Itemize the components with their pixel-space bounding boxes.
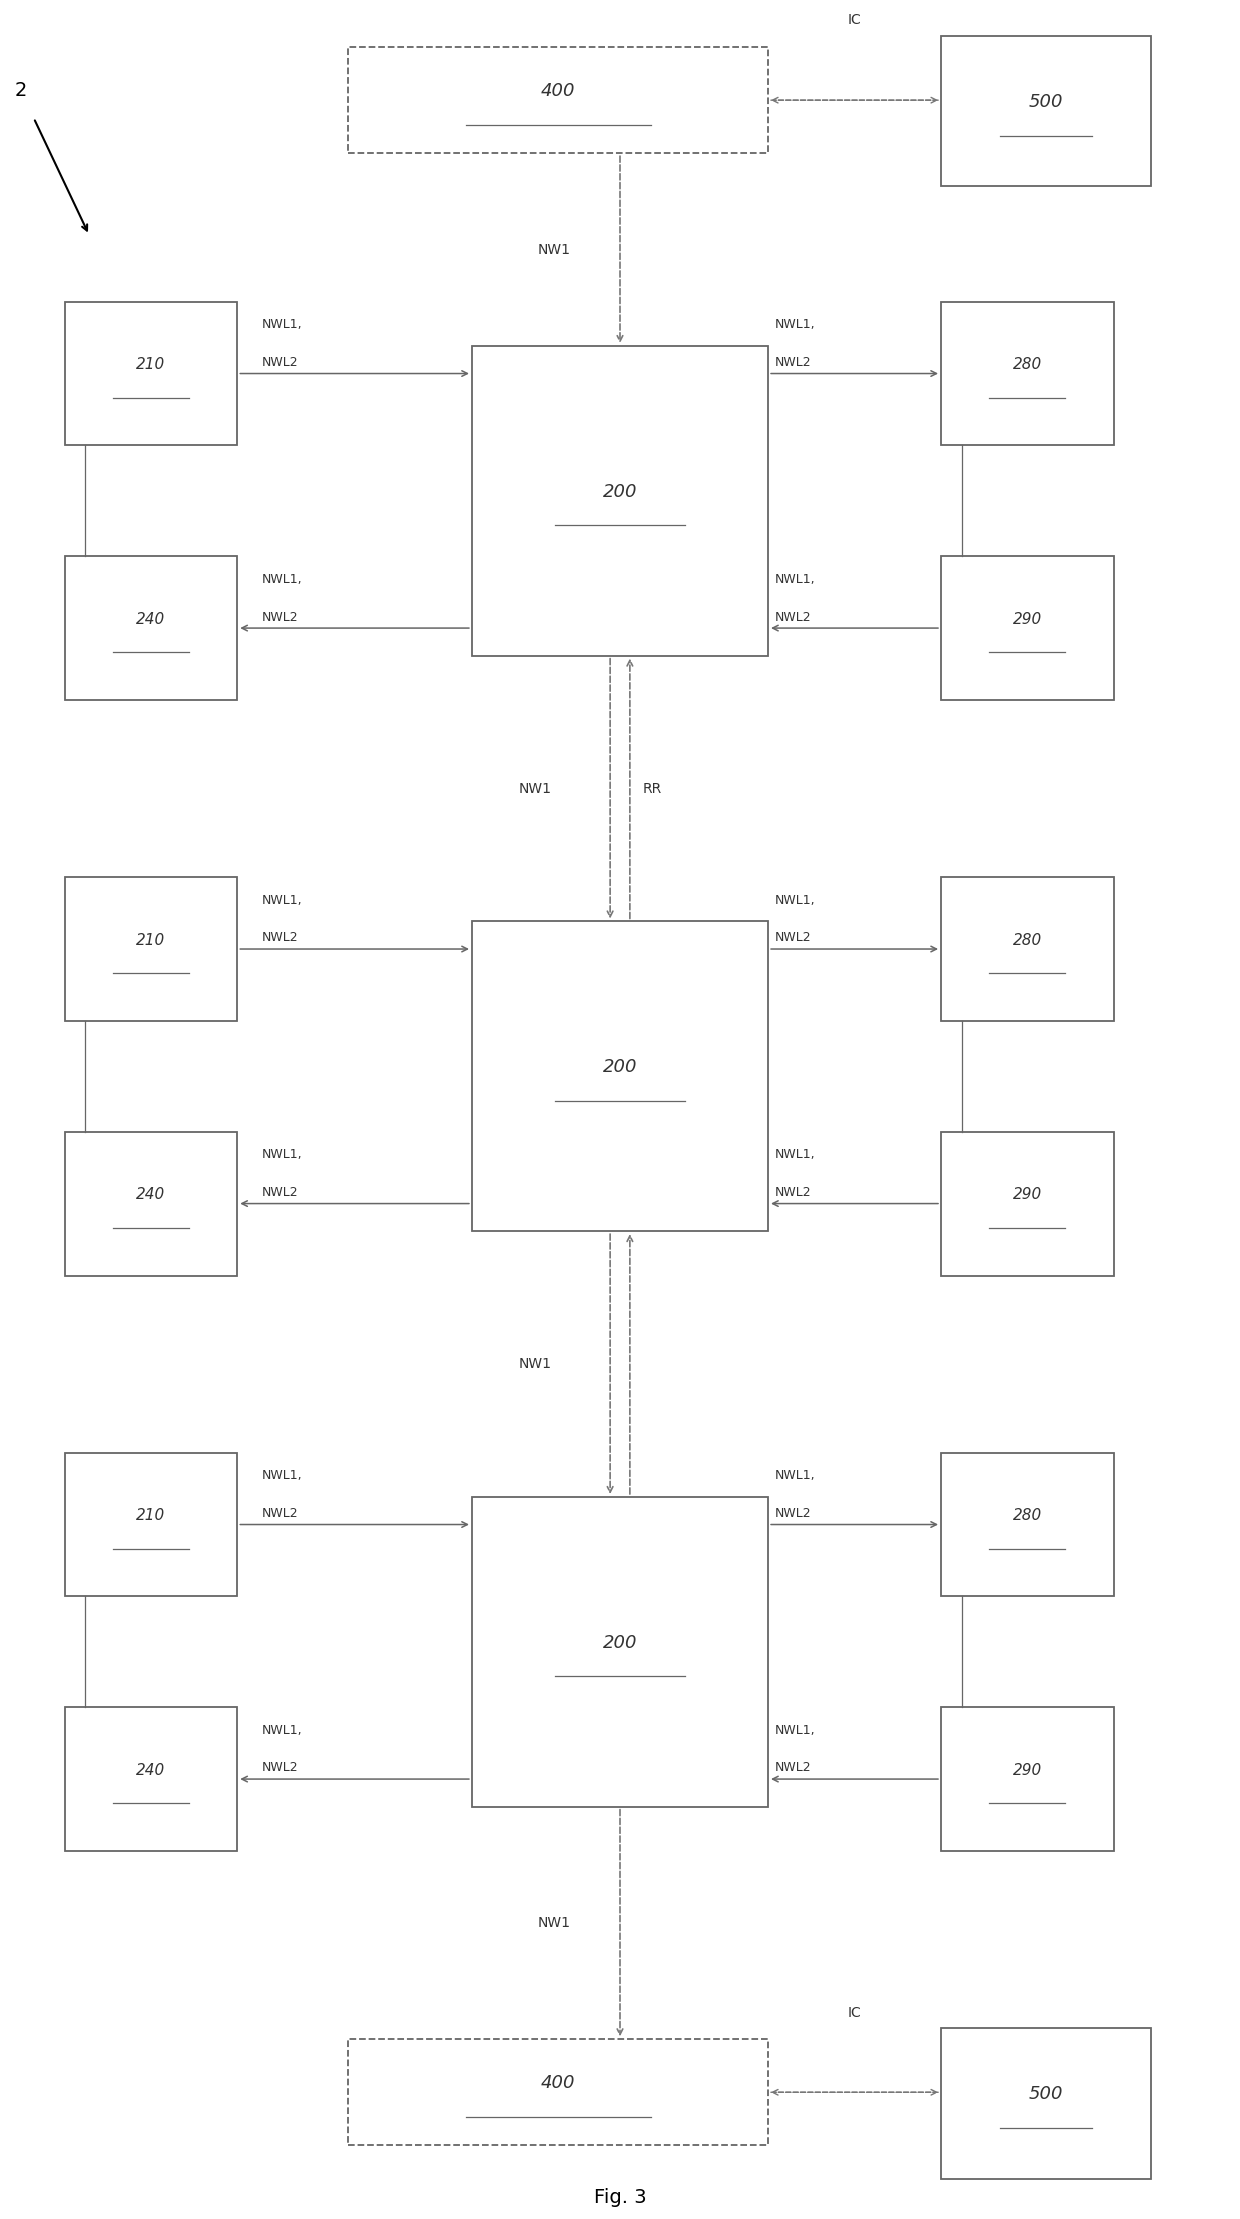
Text: 210: 210 xyxy=(136,1509,165,1522)
Text: 2: 2 xyxy=(15,80,27,100)
Text: 280: 280 xyxy=(1013,1509,1042,1522)
Text: 200: 200 xyxy=(603,1633,637,1651)
Text: NWL2: NWL2 xyxy=(774,1762,811,1775)
Text: 200: 200 xyxy=(603,1058,637,1076)
FancyBboxPatch shape xyxy=(472,1498,768,1806)
Text: IC: IC xyxy=(848,2006,862,2019)
Text: NWL1,: NWL1, xyxy=(774,1149,815,1161)
Text: NWL1,: NWL1, xyxy=(774,317,815,331)
FancyBboxPatch shape xyxy=(941,557,1114,699)
Text: NWL2: NWL2 xyxy=(262,1507,299,1520)
FancyBboxPatch shape xyxy=(941,36,1151,186)
Text: 280: 280 xyxy=(1013,932,1042,948)
Text: 210: 210 xyxy=(136,357,165,373)
Text: 240: 240 xyxy=(136,1187,165,1203)
Text: NWL2: NWL2 xyxy=(774,1507,811,1520)
Text: NWL1,: NWL1, xyxy=(774,573,815,586)
FancyBboxPatch shape xyxy=(64,1706,237,1851)
Text: NWL1,: NWL1, xyxy=(774,1469,815,1482)
FancyBboxPatch shape xyxy=(941,1132,1114,1276)
Text: NW1: NW1 xyxy=(538,242,570,257)
Text: 500: 500 xyxy=(1029,2086,1063,2104)
FancyBboxPatch shape xyxy=(348,2039,768,2146)
Text: 290: 290 xyxy=(1013,612,1042,626)
Text: 240: 240 xyxy=(136,612,165,626)
Text: NW1: NW1 xyxy=(538,1915,570,1931)
Text: NWL1,: NWL1, xyxy=(262,317,303,331)
Text: NWL1,: NWL1, xyxy=(774,894,815,908)
Text: NWL2: NWL2 xyxy=(774,932,811,945)
FancyBboxPatch shape xyxy=(941,877,1114,1021)
Text: NWL1,: NWL1, xyxy=(774,1724,815,1737)
Text: 400: 400 xyxy=(541,2075,575,2093)
Text: NWL2: NWL2 xyxy=(262,1185,299,1198)
Text: 290: 290 xyxy=(1013,1187,1042,1203)
Text: IC: IC xyxy=(848,13,862,27)
Text: 280: 280 xyxy=(1013,357,1042,373)
Text: NWL2: NWL2 xyxy=(774,355,811,368)
Text: NW1: NW1 xyxy=(520,781,552,797)
Text: 500: 500 xyxy=(1029,93,1063,111)
FancyBboxPatch shape xyxy=(64,1132,237,1276)
Text: NWL2: NWL2 xyxy=(262,610,299,624)
Text: 400: 400 xyxy=(541,82,575,100)
Text: NWL2: NWL2 xyxy=(262,355,299,368)
Text: NWL1,: NWL1, xyxy=(262,894,303,908)
FancyBboxPatch shape xyxy=(64,877,237,1021)
FancyBboxPatch shape xyxy=(472,346,768,657)
Text: NWL2: NWL2 xyxy=(774,610,811,624)
Text: NWL1,: NWL1, xyxy=(262,1149,303,1161)
Text: 210: 210 xyxy=(136,932,165,948)
Text: NW1: NW1 xyxy=(520,1358,552,1371)
FancyBboxPatch shape xyxy=(64,557,237,699)
FancyBboxPatch shape xyxy=(348,47,768,153)
FancyBboxPatch shape xyxy=(941,2028,1151,2179)
Text: 290: 290 xyxy=(1013,1762,1042,1777)
FancyBboxPatch shape xyxy=(64,1453,237,1595)
Text: NWL1,: NWL1, xyxy=(262,573,303,586)
FancyBboxPatch shape xyxy=(64,302,237,446)
Text: NWL2: NWL2 xyxy=(262,932,299,945)
FancyBboxPatch shape xyxy=(941,1453,1114,1595)
Text: 200: 200 xyxy=(603,484,637,501)
FancyBboxPatch shape xyxy=(472,921,768,1232)
Text: NWL1,: NWL1, xyxy=(262,1469,303,1482)
Text: NWL2: NWL2 xyxy=(774,1185,811,1198)
Text: NWL2: NWL2 xyxy=(262,1762,299,1775)
Text: 240: 240 xyxy=(136,1762,165,1777)
FancyBboxPatch shape xyxy=(941,1706,1114,1851)
Text: Fig. 3: Fig. 3 xyxy=(594,2188,646,2208)
FancyBboxPatch shape xyxy=(941,302,1114,446)
Text: RR: RR xyxy=(642,781,661,797)
Text: NWL1,: NWL1, xyxy=(262,1724,303,1737)
